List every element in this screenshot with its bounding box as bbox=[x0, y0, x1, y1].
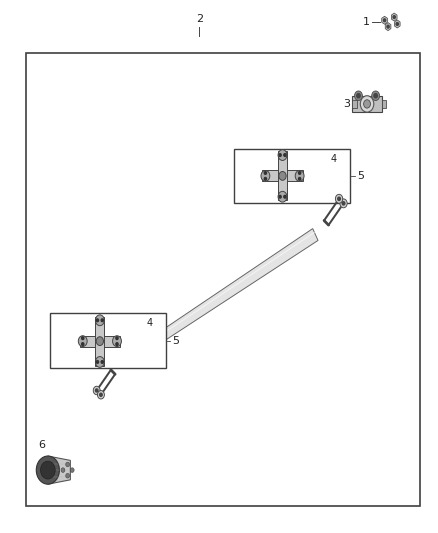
Circle shape bbox=[279, 196, 281, 198]
Circle shape bbox=[95, 389, 98, 392]
Polygon shape bbox=[121, 229, 318, 367]
Circle shape bbox=[393, 15, 396, 19]
Polygon shape bbox=[385, 23, 391, 30]
Circle shape bbox=[40, 461, 55, 479]
Circle shape bbox=[340, 199, 347, 208]
Circle shape bbox=[95, 315, 104, 326]
Circle shape bbox=[338, 197, 340, 200]
Circle shape bbox=[364, 100, 371, 108]
Polygon shape bbox=[382, 17, 387, 24]
Circle shape bbox=[101, 361, 103, 364]
Circle shape bbox=[354, 91, 362, 101]
Circle shape bbox=[66, 462, 70, 467]
Circle shape bbox=[295, 171, 304, 181]
Polygon shape bbox=[95, 317, 104, 366]
Text: 4: 4 bbox=[331, 154, 337, 164]
Polygon shape bbox=[262, 171, 303, 181]
Circle shape bbox=[372, 91, 380, 101]
Circle shape bbox=[279, 172, 286, 180]
Circle shape bbox=[66, 473, 70, 478]
Circle shape bbox=[116, 337, 118, 340]
Circle shape bbox=[278, 191, 287, 202]
Circle shape bbox=[96, 319, 99, 321]
Circle shape bbox=[374, 94, 378, 98]
Circle shape bbox=[278, 150, 287, 160]
Polygon shape bbox=[80, 336, 120, 346]
Circle shape bbox=[93, 386, 100, 394]
Circle shape bbox=[264, 177, 266, 180]
Circle shape bbox=[357, 94, 360, 98]
Circle shape bbox=[81, 337, 84, 340]
Circle shape bbox=[261, 171, 270, 181]
Circle shape bbox=[81, 343, 84, 345]
Circle shape bbox=[387, 25, 389, 28]
Polygon shape bbox=[392, 13, 397, 21]
Circle shape bbox=[71, 468, 74, 472]
Circle shape bbox=[284, 154, 286, 156]
Bar bbox=[26, 53, 420, 506]
Circle shape bbox=[116, 343, 118, 345]
Circle shape bbox=[299, 172, 301, 174]
Polygon shape bbox=[48, 456, 71, 484]
Text: 6: 6 bbox=[38, 440, 45, 450]
Circle shape bbox=[264, 172, 266, 174]
Text: 3: 3 bbox=[343, 99, 350, 109]
Circle shape bbox=[383, 19, 386, 22]
Circle shape bbox=[61, 468, 65, 472]
Polygon shape bbox=[395, 20, 400, 28]
Bar bbox=[352, 96, 382, 112]
Circle shape bbox=[96, 337, 103, 345]
Text: 4: 4 bbox=[147, 318, 153, 328]
Circle shape bbox=[96, 361, 99, 364]
Bar bbox=[382, 100, 386, 108]
Bar bbox=[50, 313, 166, 368]
Bar bbox=[352, 100, 357, 108]
Circle shape bbox=[342, 201, 345, 205]
Circle shape bbox=[284, 196, 286, 198]
Circle shape bbox=[78, 336, 87, 346]
Circle shape bbox=[95, 357, 104, 367]
Circle shape bbox=[396, 22, 399, 26]
Text: 1: 1 bbox=[363, 18, 370, 27]
Circle shape bbox=[100, 393, 102, 397]
Bar bbox=[234, 149, 350, 203]
Circle shape bbox=[101, 319, 103, 321]
Polygon shape bbox=[278, 151, 287, 200]
Text: 5: 5 bbox=[172, 336, 179, 346]
Circle shape bbox=[279, 154, 281, 156]
Circle shape bbox=[36, 456, 60, 484]
Circle shape bbox=[113, 336, 121, 346]
Text: 2: 2 bbox=[196, 14, 203, 24]
Circle shape bbox=[360, 96, 374, 112]
Circle shape bbox=[336, 195, 343, 203]
Circle shape bbox=[299, 177, 301, 180]
Circle shape bbox=[98, 391, 104, 399]
Text: 5: 5 bbox=[357, 171, 364, 181]
